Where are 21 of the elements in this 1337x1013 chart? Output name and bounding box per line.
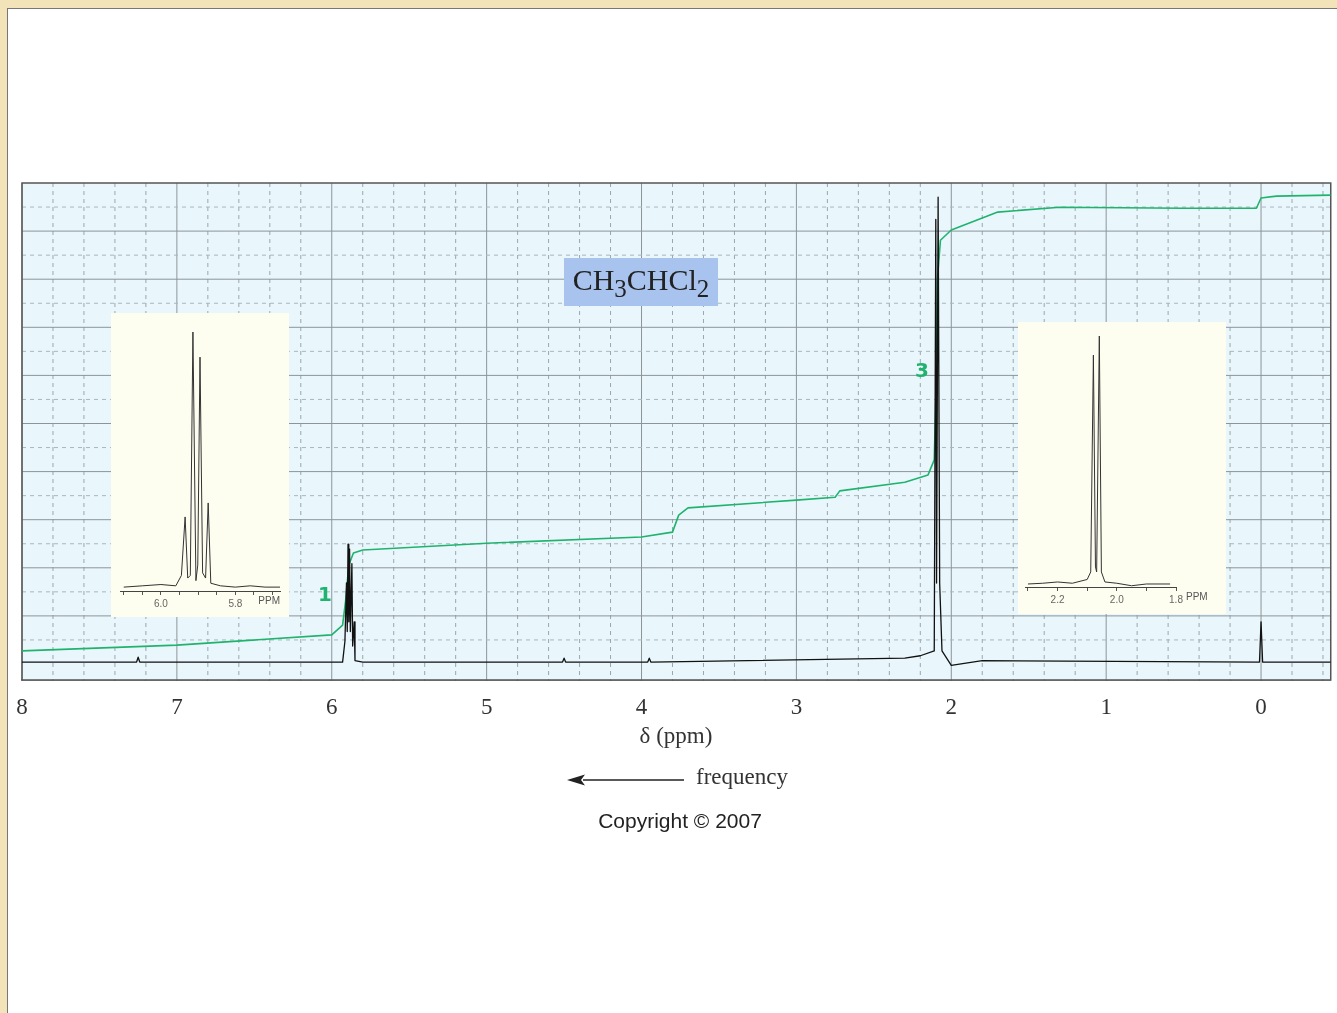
x-tick-label: 6.0	[153, 597, 169, 609]
x-tick-label: 8	[16, 693, 28, 719]
x-tick-label: 1	[1100, 693, 1112, 719]
x-tick-label: 5	[480, 693, 493, 719]
x-axis-title: PPM	[1186, 590, 1208, 602]
text: frequency	[696, 764, 788, 790]
x-axis-title: δ (ppm)	[638, 723, 714, 749]
x-tick-label: 2	[945, 693, 958, 719]
text: Copyright © 2007	[597, 809, 763, 833]
x-axis-title: PPM	[258, 594, 280, 606]
x-tick-label: 2.0	[1109, 593, 1125, 605]
annotation: CH$_{3}$CHCl$_{2}$	[564, 258, 718, 306]
x-tick-label: 5.8	[228, 597, 243, 609]
x-tick-label: 2.2	[1050, 593, 1065, 605]
x-tick-label: 7	[171, 693, 183, 719]
annotation: 3	[914, 358, 930, 382]
x-tick-label: 4	[635, 693, 648, 719]
x-tick-label: 1.8	[1169, 593, 1184, 605]
x-tick-label: 3	[790, 693, 803, 719]
x-tick-label: 6	[326, 693, 338, 719]
x-tick-label: 0	[1255, 693, 1267, 719]
